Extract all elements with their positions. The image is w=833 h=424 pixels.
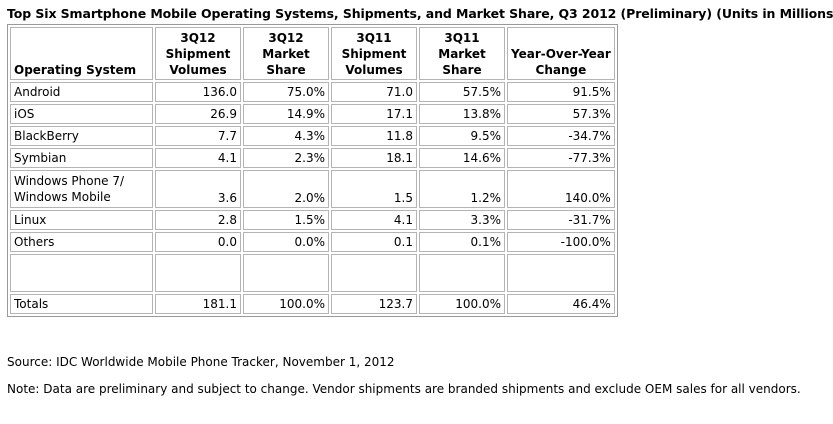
share-3q11: 13.8%	[419, 104, 505, 124]
os-name: Windows Phone 7/ Windows Mobile	[10, 170, 153, 208]
page-title: Top Six Smartphone Mobile Operating Syst…	[7, 6, 833, 21]
volume-3q12: 2.8	[155, 210, 241, 230]
table-row-ios: iOS 26.9 14.9% 17.1 13.8% 57.3%	[10, 104, 615, 124]
total-share-3q12: 100.0%	[243, 294, 329, 314]
yoy-change: 91.5%	[507, 82, 615, 102]
column-header-3q11-volumes: 3Q11 Shipment Volumes	[331, 27, 417, 80]
totals-label: Totals	[10, 294, 153, 314]
total-share-3q11: 100.0%	[419, 294, 505, 314]
yoy-change: -77.3%	[507, 148, 615, 168]
yoy-change: -100.0%	[507, 232, 615, 252]
volume-3q11: 11.8	[331, 126, 417, 146]
empty-cell	[331, 254, 417, 292]
os-name: Android	[10, 82, 153, 102]
yoy-change: -31.7%	[507, 210, 615, 230]
table-row-windows-phone: Windows Phone 7/ Windows Mobile 3.6 2.0%…	[10, 170, 615, 208]
empty-cell	[419, 254, 505, 292]
table-row-totals: Totals 181.1 100.0% 123.7 100.0% 46.4%	[10, 294, 615, 314]
share-3q12: 0.0%	[243, 232, 329, 252]
os-name-line2: Windows Mobile	[14, 190, 111, 204]
volume-3q12: 4.1	[155, 148, 241, 168]
share-3q12: 4.3%	[243, 126, 329, 146]
column-header-3q12-volumes: 3Q12 Shipment Volumes	[155, 27, 241, 80]
volume-3q11: 17.1	[331, 104, 417, 124]
share-3q11: 3.3%	[419, 210, 505, 230]
source-note: Source: IDC Worldwide Mobile Phone Track…	[7, 355, 395, 369]
volume-3q11: 18.1	[331, 148, 417, 168]
volume-3q12: 26.9	[155, 104, 241, 124]
total-volume-3q12: 181.1	[155, 294, 241, 314]
table-row-symbian: Symbian 4.1 2.3% 18.1 14.6% -77.3%	[10, 148, 615, 168]
yoy-change: 140.0%	[507, 170, 615, 208]
total-yoy-change: 46.4%	[507, 294, 615, 314]
table-row-blackberry: BlackBerry 7.7 4.3% 11.8 9.5% -34.7%	[10, 126, 615, 146]
column-header-yoy-change: Year-Over-Year Change	[507, 27, 615, 80]
share-3q12: 1.5%	[243, 210, 329, 230]
share-3q11: 9.5%	[419, 126, 505, 146]
os-name: Symbian	[10, 148, 153, 168]
empty-cell	[155, 254, 241, 292]
volume-3q11: 71.0	[331, 82, 417, 102]
column-header-3q11-share: 3Q11 Market Share	[419, 27, 505, 80]
volume-3q12: 0.0	[155, 232, 241, 252]
table-row-empty	[10, 254, 615, 292]
share-3q11: 0.1%	[419, 232, 505, 252]
table-row-linux: Linux 2.8 1.5% 4.1 3.3% -31.7%	[10, 210, 615, 230]
table-header-row: Operating System 3Q12 Shipment Volumes 3…	[10, 27, 615, 80]
volume-3q12: 3.6	[155, 170, 241, 208]
share-3q11: 57.5%	[419, 82, 505, 102]
os-name-line1: Windows Phone 7/	[14, 174, 125, 188]
share-3q12: 14.9%	[243, 104, 329, 124]
yoy-change: -34.7%	[507, 126, 615, 146]
volume-3q11: 4.1	[331, 210, 417, 230]
volume-3q11: 1.5	[331, 170, 417, 208]
share-3q11: 1.2%	[419, 170, 505, 208]
table-row-android: Android 136.0 75.0% 71.0 57.5% 91.5%	[10, 82, 615, 102]
market-share-table: Operating System 3Q12 Shipment Volumes 3…	[7, 24, 618, 317]
disclaimer-note: Note: Data are preliminary and subject t…	[7, 382, 801, 396]
share-3q12: 2.0%	[243, 170, 329, 208]
total-volume-3q11: 123.7	[331, 294, 417, 314]
os-name: BlackBerry	[10, 126, 153, 146]
volume-3q12: 136.0	[155, 82, 241, 102]
share-3q11: 14.6%	[419, 148, 505, 168]
os-name: iOS	[10, 104, 153, 124]
share-3q12: 2.3%	[243, 148, 329, 168]
os-name: Linux	[10, 210, 153, 230]
volume-3q11: 0.1	[331, 232, 417, 252]
column-header-operating-system: Operating System	[10, 27, 153, 80]
empty-cell	[10, 254, 153, 292]
os-name: Others	[10, 232, 153, 252]
table-row-others: Others 0.0 0.0% 0.1 0.1% -100.0%	[10, 232, 615, 252]
volume-3q12: 7.7	[155, 126, 241, 146]
yoy-change: 57.3%	[507, 104, 615, 124]
empty-cell	[243, 254, 329, 292]
empty-cell	[507, 254, 615, 292]
share-3q12: 75.0%	[243, 82, 329, 102]
column-header-3q12-share: 3Q12 Market Share	[243, 27, 329, 80]
